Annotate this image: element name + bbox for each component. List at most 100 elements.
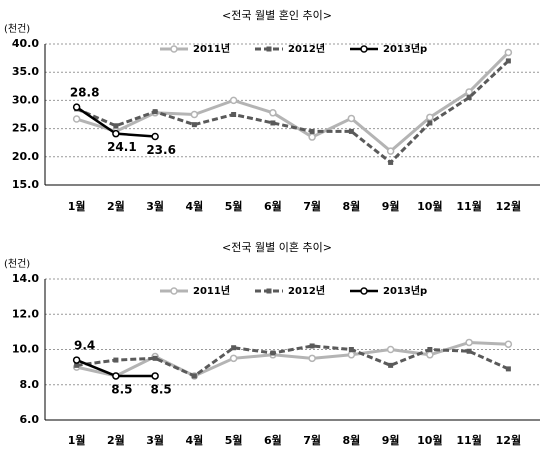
point	[388, 362, 394, 368]
point	[229, 354, 238, 363]
x-tick-label: 11월	[456, 433, 481, 447]
x-tick-label: 12월	[496, 433, 521, 447]
y-tick-label: 6.0	[20, 413, 40, 426]
point	[505, 366, 511, 372]
data-label: 28.8	[70, 86, 100, 100]
series-line	[76, 344, 509, 378]
point	[504, 340, 513, 348]
point	[348, 347, 354, 352]
point	[426, 351, 434, 359]
data-label: 8.5	[150, 382, 171, 396]
point	[152, 109, 158, 115]
x-tick-label: 5월	[225, 199, 243, 213]
point	[72, 356, 81, 364]
point	[386, 345, 395, 354]
data-label: 8.5	[111, 382, 132, 396]
point	[308, 133, 316, 141]
y-tick-label: 35.0	[12, 65, 39, 78]
point	[112, 129, 120, 138]
x-tick-label: 3월	[146, 199, 164, 213]
point	[231, 112, 237, 117]
y-tick-label: 15.0	[12, 178, 39, 191]
point	[269, 109, 277, 117]
legend-marker	[266, 46, 272, 52]
point	[113, 357, 119, 363]
point	[152, 355, 158, 361]
legend-marker	[266, 288, 272, 294]
point	[308, 354, 316, 363]
y-tick-label: 14.0	[12, 272, 39, 285]
y-tick-label: 10.0	[12, 343, 39, 356]
point	[190, 110, 199, 119]
data-label: 9.4	[74, 339, 95, 353]
x-tick-label: 2월	[107, 433, 125, 447]
series-line	[76, 51, 510, 154]
legend-label: 2011년	[193, 42, 230, 55]
point	[151, 372, 159, 380]
x-tick-label: 10월	[417, 433, 442, 447]
x-tick-label: 6월	[264, 433, 282, 447]
legend-label: 2011년	[193, 284, 230, 297]
unit-label: (천건)	[4, 23, 30, 35]
point	[191, 122, 197, 128]
x-tick-label: 3월	[146, 433, 164, 447]
point	[504, 48, 513, 57]
point	[231, 345, 237, 351]
point	[191, 373, 197, 379]
chart-title: <전국 월별 이혼 추이>	[222, 241, 332, 254]
point	[427, 347, 433, 352]
x-tick-label: 2월	[107, 199, 125, 213]
x-tick-label: 4월	[185, 199, 203, 213]
point	[347, 114, 356, 123]
legend-marker	[170, 45, 178, 53]
point	[113, 123, 119, 129]
point	[386, 147, 395, 155]
y-tick-label: 25.0	[12, 122, 39, 135]
y-tick-label: 30.0	[12, 93, 39, 106]
point	[72, 103, 81, 111]
legend-label: 2012년	[288, 284, 325, 297]
x-tick-label: 1월	[68, 199, 86, 213]
unit-label: (천건)	[4, 258, 30, 270]
x-tick-label: 8월	[342, 199, 360, 213]
point	[347, 351, 356, 359]
x-tick-label: 1월	[68, 433, 86, 447]
x-tick-label: 10월	[417, 199, 442, 213]
x-tick-label: 7월	[303, 199, 321, 213]
data-label: 24.1	[107, 140, 137, 154]
point	[388, 159, 394, 165]
y-tick-label: 20.0	[12, 150, 39, 163]
point	[466, 95, 472, 101]
point	[426, 113, 434, 122]
point	[427, 120, 433, 126]
y-tick-label: 40.0	[12, 37, 39, 50]
point	[72, 115, 81, 123]
y-tick-label: 12.0	[12, 307, 39, 320]
chart-title: <전국 월별 혼인 추이>	[222, 9, 332, 22]
legend-marker	[360, 45, 368, 53]
x-tick-label: 12월	[496, 199, 521, 213]
x-tick-label: 9월	[382, 199, 400, 213]
legend-label: 2013년p	[383, 42, 427, 55]
point	[112, 372, 120, 380]
x-tick-label: 5월	[225, 433, 243, 447]
point	[309, 128, 315, 134]
x-tick-label: 6월	[264, 199, 282, 213]
legend-marker	[170, 287, 178, 295]
legend-label: 2012년	[288, 42, 325, 55]
x-tick-label: 7월	[303, 433, 321, 447]
legend-label: 2013년p	[383, 284, 427, 297]
x-tick-label: 8월	[342, 433, 360, 447]
y-tick-label: 8.0	[20, 378, 40, 391]
point	[348, 128, 354, 134]
x-tick-label: 4월	[185, 433, 203, 447]
point	[505, 58, 511, 64]
x-tick-label: 9월	[382, 433, 400, 447]
legend-marker	[360, 287, 368, 295]
point	[465, 88, 473, 96]
point	[270, 120, 276, 126]
point	[466, 348, 472, 354]
point	[465, 338, 473, 347]
point	[151, 132, 159, 141]
